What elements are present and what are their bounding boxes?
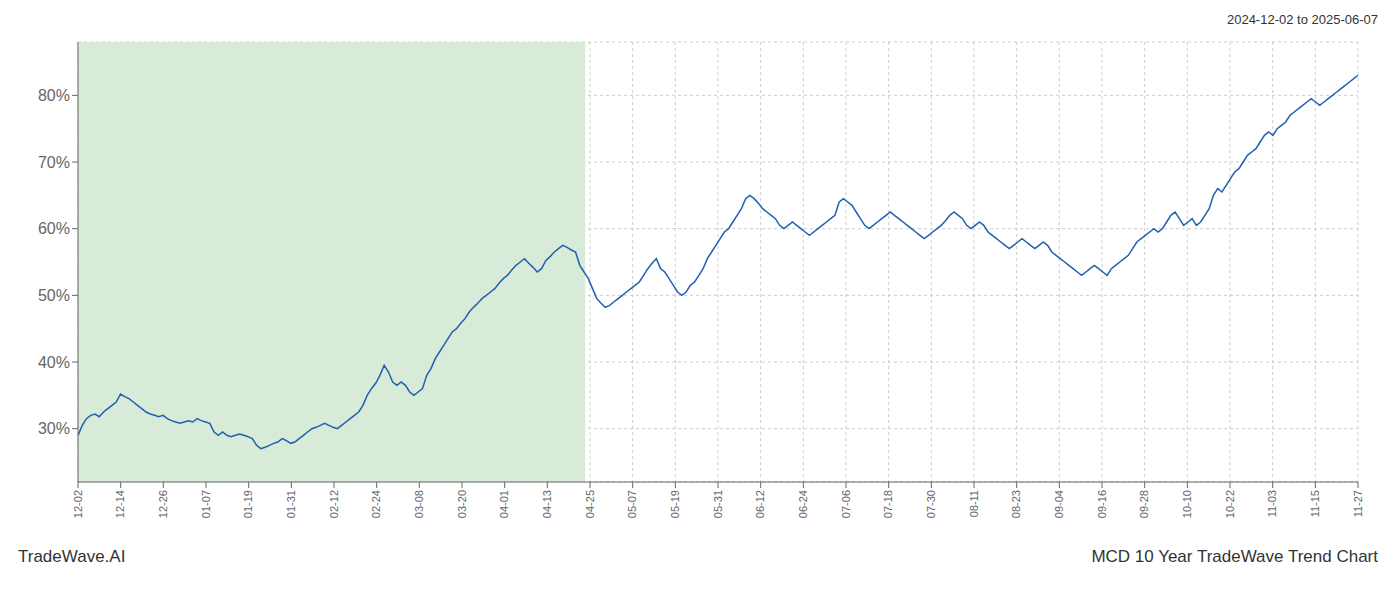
svg-text:11-27: 11-27	[1352, 490, 1364, 517]
svg-text:11-03: 11-03	[1266, 490, 1278, 517]
svg-text:04-13: 04-13	[541, 490, 553, 518]
svg-text:08-11: 08-11	[968, 490, 980, 517]
svg-text:06-12: 06-12	[754, 490, 766, 518]
svg-text:11-15: 11-15	[1309, 490, 1321, 517]
svg-text:07-06: 07-06	[840, 490, 852, 518]
svg-text:02-24: 02-24	[370, 490, 382, 518]
svg-text:05-31: 05-31	[712, 490, 724, 518]
svg-text:60%: 60%	[38, 220, 70, 237]
html-text:MCD 10 Year TradeWave Trend Ch: MCD 10 Year TradeWave Trend Chart	[1091, 547, 1378, 566]
svg-text:12-26: 12-26	[157, 490, 169, 518]
svg-text:10-22: 10-22	[1224, 490, 1236, 518]
svg-text:05-07: 05-07	[626, 490, 638, 518]
svg-text:80%: 80%	[38, 87, 70, 104]
svg-text:01-31: 01-31	[285, 490, 297, 518]
svg-text:01-19: 01-19	[242, 490, 254, 518]
svg-text:07-30: 07-30	[925, 490, 937, 518]
svg-text:30%: 30%	[38, 420, 70, 437]
svg-text:01-07: 01-07	[200, 490, 212, 518]
svg-text:04-01: 04-01	[498, 490, 510, 518]
svg-text:09-04: 09-04	[1053, 490, 1065, 518]
svg-text:10-10: 10-10	[1181, 490, 1193, 518]
svg-text:04-25: 04-25	[584, 490, 596, 518]
svg-text:07-18: 07-18	[882, 490, 894, 518]
html-text:2024-12-02 to 2025-06-07: 2024-12-02 to 2025-06-07	[1226, 12, 1378, 27]
svg-text:12-02: 12-02	[72, 490, 84, 518]
svg-text:03-20: 03-20	[456, 490, 468, 518]
svg-text:12-14: 12-14	[114, 490, 126, 518]
svg-text:02-12: 02-12	[328, 490, 340, 518]
svg-text:50%: 50%	[38, 287, 70, 304]
svg-text:09-16: 09-16	[1096, 490, 1108, 518]
html-text:TradeWave.AI: TradeWave.AI	[18, 547, 126, 566]
svg-text:08-23: 08-23	[1010, 490, 1022, 518]
svg-text:03-08: 03-08	[413, 490, 425, 518]
svg-text:70%: 70%	[38, 154, 70, 171]
svg-text:05-19: 05-19	[669, 490, 681, 518]
svg-text:06-24: 06-24	[797, 490, 809, 518]
svg-text:40%: 40%	[38, 354, 70, 371]
svg-text:09-28: 09-28	[1138, 490, 1150, 518]
